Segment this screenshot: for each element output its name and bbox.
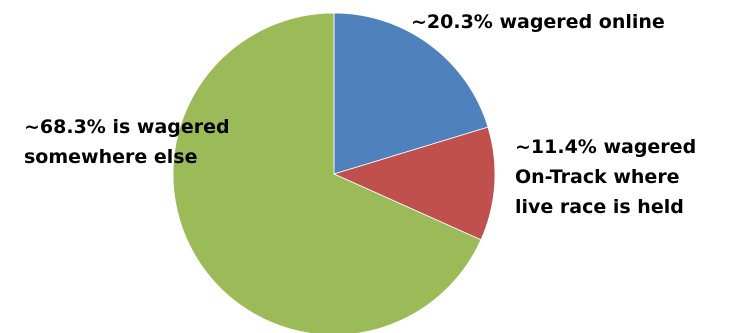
label-wagered-on-track: ~11.4% wagered On-Track where live race is…	[515, 136, 696, 218]
label-line: somewhere else	[24, 146, 197, 168]
label-line: live race is held	[515, 196, 684, 218]
label-line: ~68.3% is wagered	[24, 116, 230, 138]
label-line: ~11.4% wagered	[515, 136, 696, 158]
label-line: On-Track where	[515, 166, 680, 188]
pie-labels: ~20.3% wagered online ~11.4% wagered On-Tr…	[24, 11, 696, 218]
label-line: ~20.3% wagered online	[411, 11, 665, 33]
label-wagered-online: ~20.3% wagered online	[411, 11, 665, 33]
pie-slices	[172, 12, 496, 333]
slice-wagered-on-track	[332, 126, 496, 241]
slice-wagered-elsewhere	[172, 12, 482, 333]
slice-wagered-online	[333, 12, 489, 175]
label-wagered-elsewhere: ~68.3% is wagered somewhere else	[24, 116, 230, 168]
